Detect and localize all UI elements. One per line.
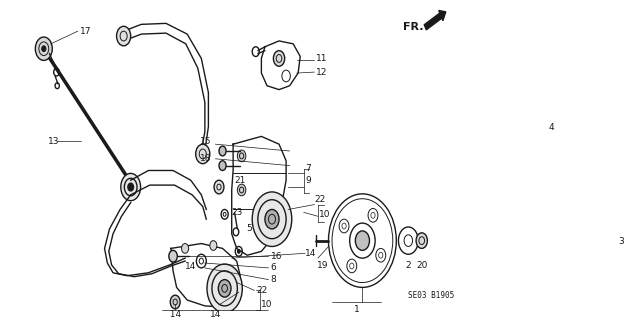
Text: 2: 2 [406,261,411,270]
Text: 10: 10 [319,210,331,219]
Circle shape [355,231,369,250]
Circle shape [416,233,428,249]
Circle shape [605,216,617,232]
Circle shape [35,37,52,60]
Text: 3: 3 [618,237,624,246]
Circle shape [196,144,210,164]
Text: SE03 B1905: SE03 B1905 [408,291,454,300]
Text: 8: 8 [271,275,276,284]
Text: 14: 14 [164,310,187,319]
Text: 18: 18 [200,154,212,163]
FancyArrow shape [424,11,446,30]
Circle shape [169,250,177,262]
Circle shape [182,243,189,253]
Text: 1: 1 [354,305,360,314]
Text: 22: 22 [257,286,268,295]
Circle shape [170,295,180,309]
Circle shape [529,193,573,255]
Circle shape [252,192,292,247]
Text: 6: 6 [271,263,276,272]
Circle shape [273,51,285,66]
Text: 22: 22 [314,195,326,204]
Text: 14: 14 [305,249,317,258]
Text: 10: 10 [261,300,273,309]
Circle shape [219,146,226,156]
Text: 21: 21 [234,176,246,185]
Circle shape [218,279,231,297]
Text: FR.: FR. [403,22,424,32]
Circle shape [219,161,226,170]
Circle shape [121,174,141,201]
Circle shape [265,210,279,229]
Text: 13: 13 [48,137,60,146]
Circle shape [237,150,246,162]
Text: 14: 14 [185,263,196,271]
Text: 15: 15 [200,137,212,146]
Circle shape [210,241,217,250]
Text: 23: 23 [232,208,243,217]
Circle shape [544,214,558,234]
Circle shape [214,180,224,194]
Text: 5: 5 [246,225,252,234]
Text: 4: 4 [548,122,554,131]
Circle shape [237,249,240,253]
Circle shape [207,264,243,313]
Text: 20: 20 [416,261,428,270]
Text: 16: 16 [271,252,282,261]
Circle shape [42,46,46,52]
Text: 7: 7 [305,164,311,173]
Text: 12: 12 [316,68,327,77]
Circle shape [116,26,131,46]
Circle shape [237,184,246,196]
Text: 14: 14 [210,310,221,319]
Text: 17: 17 [80,27,92,36]
Circle shape [128,183,134,191]
Text: 11: 11 [316,54,327,63]
Text: 19: 19 [317,261,328,270]
Text: 9: 9 [305,176,311,185]
